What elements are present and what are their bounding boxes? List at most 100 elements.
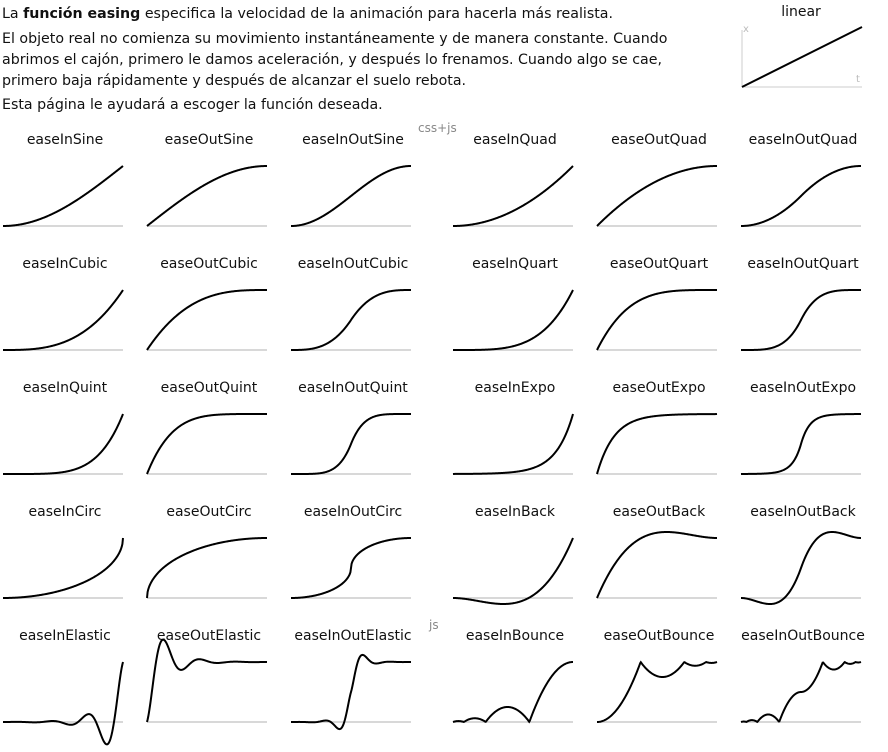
easing-curve [146, 289, 267, 351]
easing-label: easeOutQuad [611, 132, 707, 148]
easing-label: easeOutCirc [166, 504, 252, 520]
easing-curve [146, 413, 267, 475]
easing-label: easeOutQuart [609, 256, 709, 272]
easing-curve [452, 413, 574, 475]
easing-curve [146, 638, 268, 723]
intro-paragraph-2: El objeto real no comienza su movimiento… [2, 31, 668, 89]
linear-graph [741, 26, 863, 88]
easing-graph [146, 638, 268, 723]
easing-curve [3, 537, 124, 599]
easing-graph [3, 289, 124, 351]
easing-label: easeInOutExpo [749, 380, 857, 396]
intro-p1-bold: función easing [23, 6, 141, 22]
easing-label: easeOutQuint [160, 380, 258, 396]
easing-label: easeInOutSine [302, 132, 404, 148]
easing-graph [146, 165, 267, 227]
easing-curve [291, 165, 411, 227]
section-label-js: js [429, 618, 439, 632]
intro-p1-suffix: especifica la velocidad de la animación … [140, 6, 613, 22]
easing-label: easeOutBack [612, 504, 706, 520]
easing-graph [740, 660, 862, 724]
easing-label: easeInSine [26, 132, 104, 148]
easing-label: easeInOutBack [750, 504, 856, 520]
easing-graph [291, 289, 411, 351]
easing-label: easeOutSine [164, 132, 254, 148]
easing-graph [452, 661, 574, 724]
easing-graph [290, 653, 412, 731]
easing-graph [596, 289, 717, 351]
easing-graph [596, 660, 718, 723]
easing-curve [3, 165, 124, 227]
easing-graph [453, 165, 574, 227]
easing-graph [740, 530, 862, 606]
easing-graph [291, 165, 411, 227]
intro-paragraph-3: Esta página le ayudará a escoger la func… [2, 96, 383, 113]
easing-graph [291, 537, 411, 599]
easing-curve [596, 531, 717, 599]
easing-curve [291, 537, 411, 599]
easing-label: easeOutElastic [156, 628, 262, 644]
easing-label: easeInQuad [473, 132, 557, 148]
easing-curve [291, 289, 411, 351]
linear-curve [741, 26, 863, 88]
easing-graph [146, 289, 267, 351]
easing-graph [596, 413, 718, 475]
easing-curve [291, 413, 411, 475]
easing-curve [740, 660, 862, 724]
easing-label: easeInElastic [19, 628, 111, 644]
easing-label: easeInOutQuint [298, 380, 408, 396]
easing-graph [452, 413, 574, 475]
easing-label: easeInOutQuart [747, 256, 859, 272]
easing-curve [146, 537, 267, 599]
easing-graph [596, 165, 717, 227]
easing-curve [740, 530, 862, 606]
easing-graph [146, 537, 267, 599]
easing-curve [596, 413, 718, 475]
easing-graph [3, 165, 124, 227]
easing-curve [741, 289, 861, 351]
easing-label: easeInQuint [22, 380, 108, 396]
easing-graph [3, 537, 124, 599]
easing-curve [596, 289, 717, 351]
easing-graph [740, 413, 862, 475]
easing-curve [452, 661, 574, 724]
axis-t-label: t [856, 74, 860, 85]
easing-curve [741, 165, 861, 227]
easing-label: easeInCirc [28, 504, 102, 520]
intro-text: La función easing especifica la velocida… [2, 4, 702, 118]
easing-curve [453, 165, 574, 227]
easing-label: easeInCubic [22, 256, 108, 272]
easing-label: easeInQuart [472, 256, 558, 272]
easing-label: easeOutExpo [612, 380, 706, 396]
easing-graph [596, 531, 717, 599]
easing-graph [2, 661, 124, 746]
easing-curve [3, 289, 124, 351]
easing-label: easeInOutBounce [741, 628, 865, 644]
easing-curve [740, 413, 862, 475]
easing-graph [741, 289, 861, 351]
easing-curve [453, 289, 574, 351]
easing-label: easeInBounce [465, 628, 565, 644]
easing-label: easeOutBounce [603, 628, 715, 644]
easing-label: easeInOutCirc [303, 504, 403, 520]
easing-label: easeInExpo [474, 380, 556, 396]
linear-preview[interactable]: linear x t [738, 4, 864, 88]
easing-graph [3, 413, 124, 475]
easing-graph [453, 537, 574, 605]
easing-label: easeOutCubic [160, 256, 258, 272]
axis-x-label: x [743, 24, 749, 35]
easing-graph [146, 413, 267, 475]
easing-label: easeInOutQuad [748, 132, 858, 148]
easing-curve [596, 660, 718, 723]
linear-title: linear [781, 4, 821, 20]
easing-curve [146, 165, 267, 227]
section-label-css-js: css+js [418, 121, 457, 135]
intro-paragraph-1: La función easing especifica la velocida… [2, 4, 702, 25]
easing-graph [453, 289, 574, 351]
intro-p1-prefix: La [2, 6, 24, 22]
easing-curve [596, 165, 717, 227]
easing-graph [291, 413, 411, 475]
easing-curve [290, 653, 412, 731]
easing-graph [741, 165, 861, 227]
easing-curve [2, 661, 124, 746]
